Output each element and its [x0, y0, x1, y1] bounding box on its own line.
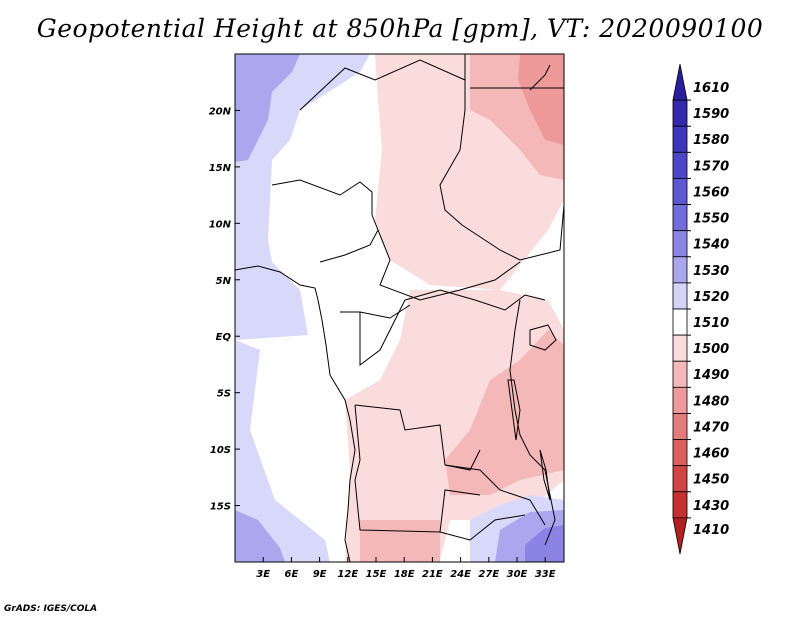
boundary-congo-drc: [359, 289, 546, 366]
x-tick-label: 18E: [394, 569, 415, 580]
colorbar-label: 1430: [693, 499, 729, 514]
boundary-chad-car: [371, 214, 521, 301]
colorbar-swatch: [672, 282, 688, 310]
boundary-east-africa: [509, 299, 556, 546]
colorbar-swatch: [672, 125, 688, 153]
boundary-zambia-mozambique: [439, 464, 546, 541]
colorbar-swatch: [672, 256, 688, 284]
colorbar-label: 1590: [693, 107, 729, 122]
colorbar-swatch: [672, 465, 688, 493]
colorbar-label: 1580: [693, 133, 729, 148]
y-tick-label: 10N: [209, 219, 232, 230]
colorbar-swatch: [672, 517, 688, 555]
x-tick-label: 24E: [450, 569, 471, 580]
x-tick-label: 6E: [285, 569, 299, 580]
x-tick-label: 12E: [337, 569, 358, 580]
colorbar-swatch: [672, 178, 688, 205]
colorbar-swatch: [672, 334, 688, 362]
colorbar-label: 1460: [693, 447, 729, 462]
x-tick-label: 21E: [422, 569, 443, 580]
grads-credit: GrADS: IGES/COLA: [4, 604, 98, 614]
colorbar-swatch: [672, 360, 688, 388]
boundary-cameroon: [319, 229, 411, 319]
y-tick-label: 15S: [210, 502, 231, 513]
colorbar-swatch: [672, 491, 688, 519]
colorbar-label: 1530: [693, 264, 729, 279]
y-tick-label: 15N: [209, 163, 232, 174]
colorbar-label: 1520: [693, 290, 729, 305]
colorbar-label: 1610: [693, 81, 729, 96]
x-tick-label: 3E: [256, 569, 270, 580]
colorbar-label: 1570: [693, 159, 729, 174]
boundary-libya-egypt: [439, 54, 466, 226]
x-tick-label: 30E: [507, 569, 528, 580]
colorbar-label: 1410: [693, 523, 729, 538]
colorbar-swatch: [672, 99, 688, 127]
y-axis-ticks: 20N 15N 10N 5N EQ 5S 10S 15S: [209, 106, 240, 513]
x-tick-label: 15E: [366, 569, 387, 580]
colorbar-label: 1470: [693, 420, 729, 435]
x-axis-ticks: 3E 6E 9E 12E 15E 18E 21E 24E 27E 30E 33E: [256, 557, 556, 580]
colorbar: 1610 1590 1580 1570 1560 1550 1540 1530 1520 1510…: [672, 63, 729, 555]
colorbar-label: 1560: [693, 185, 729, 200]
colorbar-swatch: [672, 413, 688, 440]
coastline-west-africa: [234, 265, 356, 563]
colorbar-swatch: [672, 230, 688, 258]
colorbar-swatch: [672, 386, 688, 414]
boundary-sudan: [461, 87, 565, 261]
y-tick-label: 20N: [209, 106, 232, 117]
colorbar-swatch: [672, 439, 688, 467]
boundary-drc-angola: [354, 404, 481, 471]
boundary-angola-south: [354, 404, 481, 533]
y-tick-label: 10S: [210, 445, 231, 456]
y-tick-label: EQ: [216, 332, 232, 343]
colorbar-label: 1540: [693, 238, 729, 253]
height-field: [235, 54, 564, 562]
colorbar-label: 1510: [693, 316, 729, 331]
map-title: Geopotential Height at 850hPa [gpm], VT:…: [36, 14, 764, 43]
colorbar-label: 1550: [693, 212, 729, 227]
field-blue-west-band: [235, 340, 330, 562]
field-blue-southwest: [235, 510, 285, 562]
colorbar-swatch: [672, 308, 688, 336]
colorbar-label: 1490: [693, 368, 729, 383]
lake-tanganyika: [507, 379, 521, 441]
colorbar-label: 1500: [693, 342, 729, 357]
red-sea-coast: [529, 64, 551, 91]
colorbar-swatch: [672, 204, 688, 232]
x-tick-label: 27E: [478, 569, 499, 580]
colorbar-swatch: [672, 151, 688, 179]
x-tick-label: 33E: [535, 569, 556, 580]
field-pink-southeast: [445, 330, 564, 495]
map-frame: [234, 53, 565, 563]
field-pink-central: [345, 290, 564, 562]
field-blue-southeast-deep: [525, 525, 564, 562]
field-pink-south: [360, 520, 440, 562]
field-blue-deep-northwest: [235, 54, 300, 162]
boundary-niger-nigeria: [271, 179, 373, 215]
field-pink-northeast-deep: [518, 54, 564, 145]
colorbar-label: 1450: [693, 473, 729, 488]
lake-malawi: [539, 449, 551, 501]
x-tick-label: 9E: [313, 569, 327, 580]
y-tick-label: 5S: [217, 389, 231, 400]
lake-victoria: [529, 324, 557, 351]
colorbar-label: 1480: [693, 394, 729, 409]
y-tick-label: 5N: [216, 276, 232, 287]
country-boundaries: [234, 54, 565, 563]
colorbar-swatch: [672, 63, 688, 101]
